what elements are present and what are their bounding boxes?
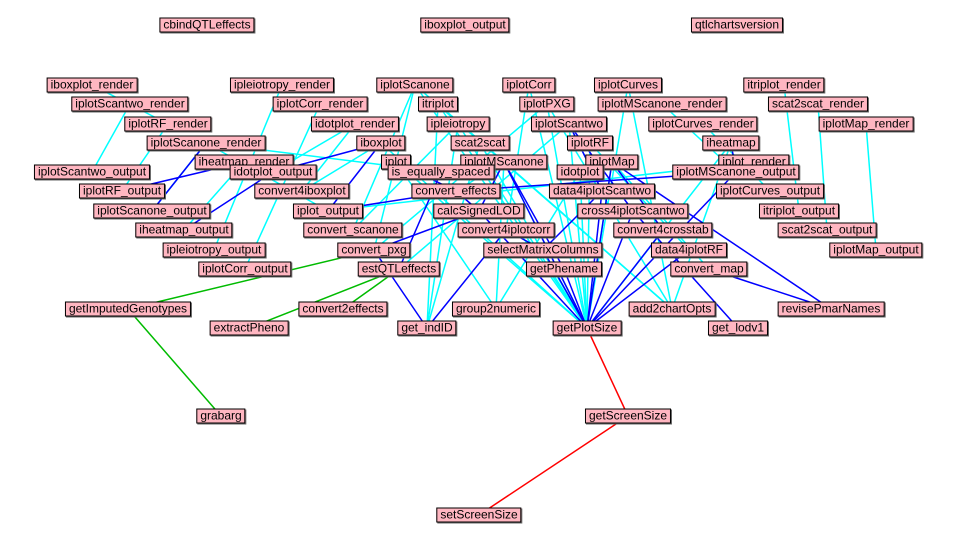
- node-convert_map: convert_map: [670, 261, 748, 277]
- node-data4iplotScantwo: data4iplotScantwo: [548, 183, 656, 199]
- node-scat2scat_render: scat2scat_render: [767, 96, 869, 112]
- node-convert_pxg: convert_pxg: [337, 242, 411, 258]
- node-iplotMap_output: iplotMap_output: [829, 242, 923, 258]
- node-estQTLeffects: estQTLeffects: [357, 261, 441, 277]
- node-iplotRF: iplotRF: [566, 135, 614, 151]
- edge-data4iplotScantwo-selectMatrixColumns: [542, 190, 603, 251]
- node-iplotScanone_render: iplotScanone_render: [146, 135, 266, 151]
- edge-iplotScantwo-getPlotSize: [568, 123, 588, 329]
- node-iplot_output: iplot_output: [292, 203, 364, 219]
- node-iplotCorr_output: iplotCorr_output: [198, 261, 292, 277]
- node-data4iplotRF: data4iplotRF: [650, 242, 728, 258]
- edge-idotplot_output-iheatmap_output: [183, 171, 274, 231]
- node-idotplot_output: idotplot_output: [229, 164, 317, 180]
- node-iplotCurves_output: iplotCurves_output: [715, 183, 825, 199]
- node-iboxplot_output: iboxplot_output: [420, 17, 510, 33]
- node-getPhename: getPhename: [525, 261, 603, 277]
- node-setScreenSize: setScreenSize: [436, 507, 522, 523]
- node-revisePmarNames: revisePmarNames: [777, 301, 885, 317]
- edge-getPhename-getPlotSize: [563, 268, 588, 329]
- edge-iplotPXG-getPlotSize: [546, 103, 588, 329]
- node-is_equally_spaced: is_equally_spaced: [387, 164, 495, 180]
- edge-getPlotSize-getScreenSize: [586, 327, 629, 417]
- edge-iboxplot-iplot_output: [327, 142, 382, 212]
- node-convert4iboxplot: convert4iboxplot: [254, 183, 350, 199]
- node-convert_scanone: convert_scanone: [303, 222, 403, 238]
- node-ipleiotropy: ipleiotropy: [426, 116, 490, 132]
- node-iplotScanone: iplotScanone: [376, 77, 454, 93]
- node-itriplot_render: itriplot_render: [743, 77, 825, 93]
- node-extractPheno: extractPheno: [209, 320, 289, 336]
- node-iplotMap_render: iplotMap_render: [818, 116, 914, 132]
- node-iplotCorr_render: iplotCorr_render: [272, 96, 368, 112]
- node-get_indID: get_indID: [397, 320, 457, 336]
- node-cross4iplotScantwo: cross4iplotScantwo: [577, 203, 689, 219]
- node-qtlchartsversion: qtlchartsversion: [690, 17, 784, 33]
- node-iboxplot: iboxplot: [356, 135, 406, 151]
- node-iplotMScanone_output: iplotMScanone_output: [672, 164, 800, 180]
- node-idotplot_render: idotplot_render: [310, 116, 400, 132]
- node-cbindQTLeffects: cbindQTLeffects: [159, 17, 255, 33]
- node-ipleiotropy_render: ipleiotropy_render: [229, 77, 335, 93]
- edge-iplotScantwo_render-iplotScantwo_output: [91, 103, 131, 173]
- node-selectMatrixColumns: selectMatrixColumns: [483, 242, 603, 258]
- edge-getImputedGenotypes-grabarg: [127, 308, 222, 417]
- edge-ipleiotropy-get_indID: [426, 123, 459, 329]
- node-iplotCurves: iplotCurves: [593, 77, 663, 93]
- node-grabarg: grabarg: [196, 408, 246, 424]
- node-group2numeric: group2numeric: [451, 301, 541, 317]
- node-calcSignedLOD: calcSignedLOD: [433, 203, 525, 219]
- node-iplotRF_output: iplotRF_output: [78, 183, 166, 199]
- node-scat2scat: scat2scat: [450, 135, 510, 151]
- node-iplotScantwo: iplotScantwo: [530, 116, 608, 132]
- node-iboxplot_render: iboxplot_render: [46, 77, 138, 93]
- node-iplotCurves_render: iplotCurves_render: [648, 116, 758, 132]
- node-getImputedGenotypes: getImputedGenotypes: [64, 301, 192, 317]
- node-itriplot: itriplot: [417, 96, 459, 112]
- edge-getImputedGenotypes-convert_pxg: [127, 249, 375, 310]
- node-iplotPXG: iplotPXG: [519, 96, 575, 112]
- node-iplotScantwo_output: iplotScantwo_output: [33, 164, 151, 180]
- node-itriplot_output: itriplot_output: [758, 203, 840, 219]
- node-convert4iplotcorr: convert4iplotcorr: [457, 222, 555, 238]
- node-iplotCorr: iplotCorr: [502, 77, 556, 93]
- node-ipleiotropy_output: ipleiotropy_output: [162, 242, 266, 258]
- node-getPlotSize: getPlotSize: [552, 320, 622, 336]
- node-iheatmap: iheatmap: [702, 135, 760, 151]
- node-get_lodv1: get_lodv1: [707, 320, 769, 336]
- node-iheatmap_output: iheatmap_output: [135, 222, 233, 238]
- edge-iplotRF_render-iplotRF_output: [121, 123, 169, 192]
- node-convert_effects: convert_effects: [411, 183, 501, 199]
- node-convert4crosstab: convert4crosstab: [613, 222, 713, 238]
- edge-convert4crosstab-getPlotSize: [586, 229, 664, 329]
- edge-extractPheno-estQTLeffects: [248, 268, 400, 329]
- node-getScreenSize: getScreenSize: [584, 408, 672, 424]
- node-convert2effects: convert2effects: [298, 301, 388, 317]
- node-iplotScanone_output: iplotScanone_output: [93, 203, 211, 219]
- node-iplotScantwo_render: iplotScantwo_render: [71, 96, 189, 112]
- edge-getScreenSize-setScreenSize: [478, 415, 629, 516]
- node-scat2scat_output: scat2scat_output: [777, 222, 877, 238]
- node-add2chartOpts: add2chartOpts: [628, 301, 716, 317]
- node-idotplot: idotplot: [556, 164, 604, 180]
- edge-iboxplot-convert4iboxplot: [301, 142, 382, 192]
- node-iplotMScanone_render: iplotMScanone_render: [597, 96, 727, 112]
- node-iplotRF_render: iplotRF_render: [124, 116, 212, 132]
